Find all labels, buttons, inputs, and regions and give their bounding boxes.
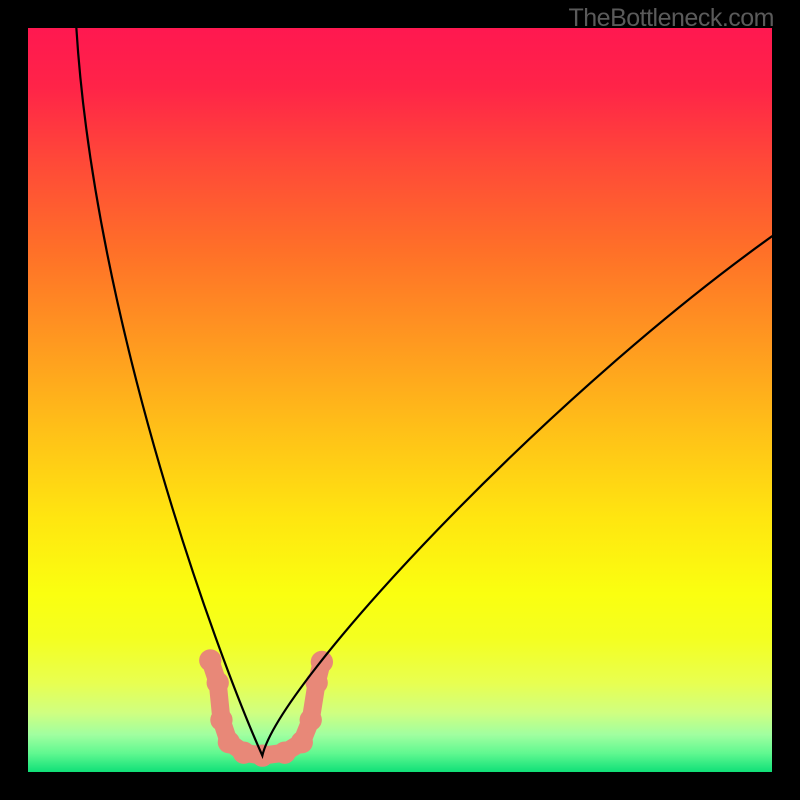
marker-bead [291,731,313,753]
marker-bead [300,709,322,731]
marker-bead [199,649,221,671]
marker-bead [207,672,229,694]
marker-bead [233,741,255,763]
marker-bead [306,672,328,694]
marker-bead [210,709,232,731]
chart-svg [0,0,800,800]
watermark-text: TheBottleneck.com [569,4,775,33]
bottleneck-curve [76,28,772,756]
